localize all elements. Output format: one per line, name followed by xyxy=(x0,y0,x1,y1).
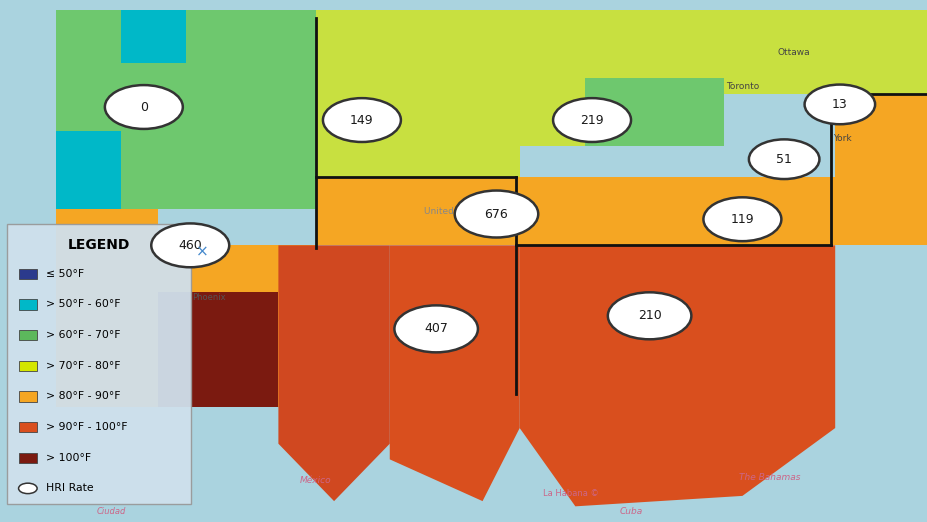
FancyBboxPatch shape xyxy=(19,268,37,279)
Polygon shape xyxy=(519,10,723,177)
Circle shape xyxy=(748,139,819,179)
Text: > 60°F - 70°F: > 60°F - 70°F xyxy=(46,330,121,340)
Circle shape xyxy=(323,98,400,142)
FancyBboxPatch shape xyxy=(19,361,37,371)
Text: United States: United States xyxy=(424,207,485,216)
Polygon shape xyxy=(519,177,834,245)
FancyBboxPatch shape xyxy=(7,224,191,504)
Text: 0: 0 xyxy=(140,101,147,113)
Text: > 90°F - 100°F: > 90°F - 100°F xyxy=(46,422,128,432)
Circle shape xyxy=(703,197,781,241)
Polygon shape xyxy=(56,10,315,209)
Text: York: York xyxy=(832,134,851,143)
Polygon shape xyxy=(158,245,315,407)
Text: 13: 13 xyxy=(832,98,846,111)
Text: 210: 210 xyxy=(637,310,661,322)
Polygon shape xyxy=(56,10,185,130)
FancyBboxPatch shape xyxy=(19,453,37,463)
Polygon shape xyxy=(519,245,834,506)
Polygon shape xyxy=(278,245,389,501)
Text: 51: 51 xyxy=(775,153,792,165)
Polygon shape xyxy=(315,177,519,245)
Circle shape xyxy=(19,483,37,494)
Text: > 100°F: > 100°F xyxy=(46,453,92,462)
Text: Toronto: Toronto xyxy=(725,81,758,91)
FancyBboxPatch shape xyxy=(19,330,37,340)
Text: The Bahamas: The Bahamas xyxy=(739,473,800,482)
Circle shape xyxy=(552,98,630,142)
Text: ×: × xyxy=(196,245,209,259)
Text: 219: 219 xyxy=(579,114,603,126)
Polygon shape xyxy=(389,245,519,501)
Text: > 80°F - 90°F: > 80°F - 90°F xyxy=(46,392,121,401)
Text: Ottawa: Ottawa xyxy=(776,48,809,57)
Circle shape xyxy=(394,305,477,352)
Text: 676: 676 xyxy=(484,208,508,220)
Text: México: México xyxy=(299,476,331,485)
Text: Phoenix: Phoenix xyxy=(192,293,225,302)
Polygon shape xyxy=(723,10,927,94)
FancyBboxPatch shape xyxy=(19,299,37,310)
Polygon shape xyxy=(158,292,278,407)
Text: Ciudad: Ciudad xyxy=(96,507,126,516)
FancyBboxPatch shape xyxy=(19,391,37,401)
Text: > 50°F - 60°F: > 50°F - 60°F xyxy=(46,300,121,310)
Text: 149: 149 xyxy=(349,114,374,126)
Text: Cuba: Cuba xyxy=(618,507,642,516)
Polygon shape xyxy=(584,78,723,146)
Text: 407: 407 xyxy=(424,323,448,335)
Text: HRI Rate: HRI Rate xyxy=(46,483,94,493)
Circle shape xyxy=(151,223,229,267)
Polygon shape xyxy=(834,94,927,245)
Circle shape xyxy=(804,85,874,124)
FancyBboxPatch shape xyxy=(19,422,37,432)
Text: 119: 119 xyxy=(730,213,754,226)
Circle shape xyxy=(105,85,183,129)
Text: > 70°F - 80°F: > 70°F - 80°F xyxy=(46,361,121,371)
Polygon shape xyxy=(56,130,121,209)
Text: LEGEND: LEGEND xyxy=(68,238,131,252)
Circle shape xyxy=(607,292,691,339)
Polygon shape xyxy=(56,209,158,407)
Text: ≤ 50°F: ≤ 50°F xyxy=(46,269,84,279)
Polygon shape xyxy=(315,10,519,177)
Circle shape xyxy=(454,191,538,238)
Text: 460: 460 xyxy=(178,239,202,252)
Text: La Habana ©: La Habana © xyxy=(542,489,598,498)
